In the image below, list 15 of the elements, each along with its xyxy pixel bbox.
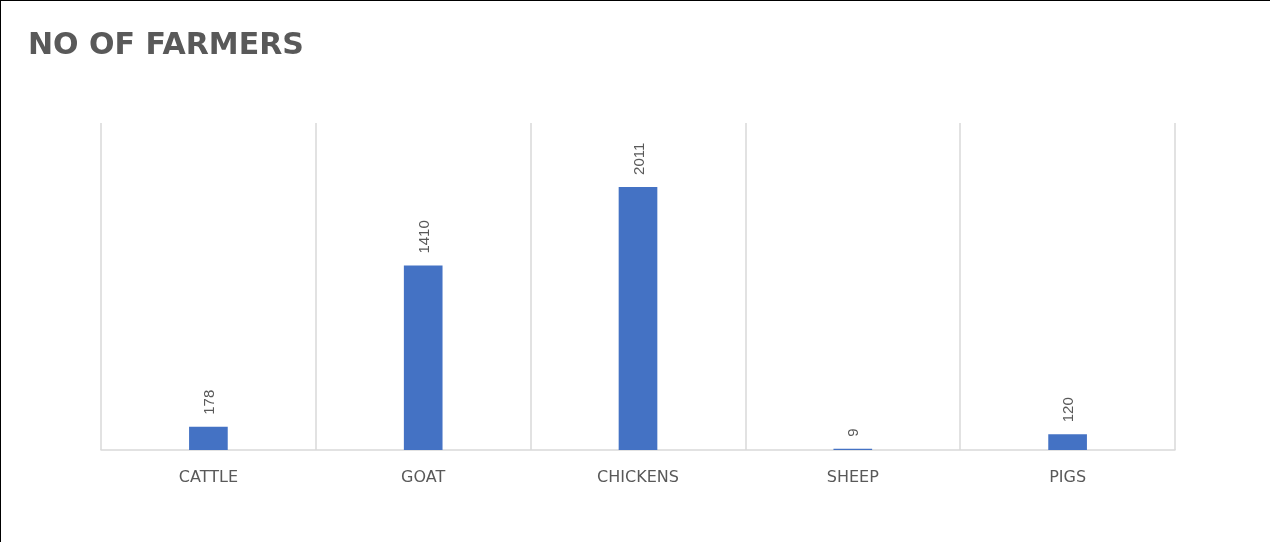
x-tick-label: CATTLE	[178, 466, 238, 486]
data-label: 2011	[629, 142, 647, 175]
x-tick-label: GOAT	[401, 466, 446, 486]
data-label: 9	[844, 428, 862, 437]
chart-title: NO OF FARMERS	[28, 25, 304, 61]
data-label: 120	[1059, 397, 1077, 423]
data-label: 1410	[414, 220, 432, 254]
bar	[618, 186, 658, 450]
x-tick-label: SHEEP	[826, 466, 880, 486]
bar	[1048, 434, 1087, 450]
bar	[189, 426, 228, 450]
data-label: 178	[199, 389, 217, 415]
x-tick-label: CHICKENS	[597, 466, 679, 486]
x-tick-label: PIGS	[1049, 466, 1087, 486]
bar	[403, 265, 443, 450]
